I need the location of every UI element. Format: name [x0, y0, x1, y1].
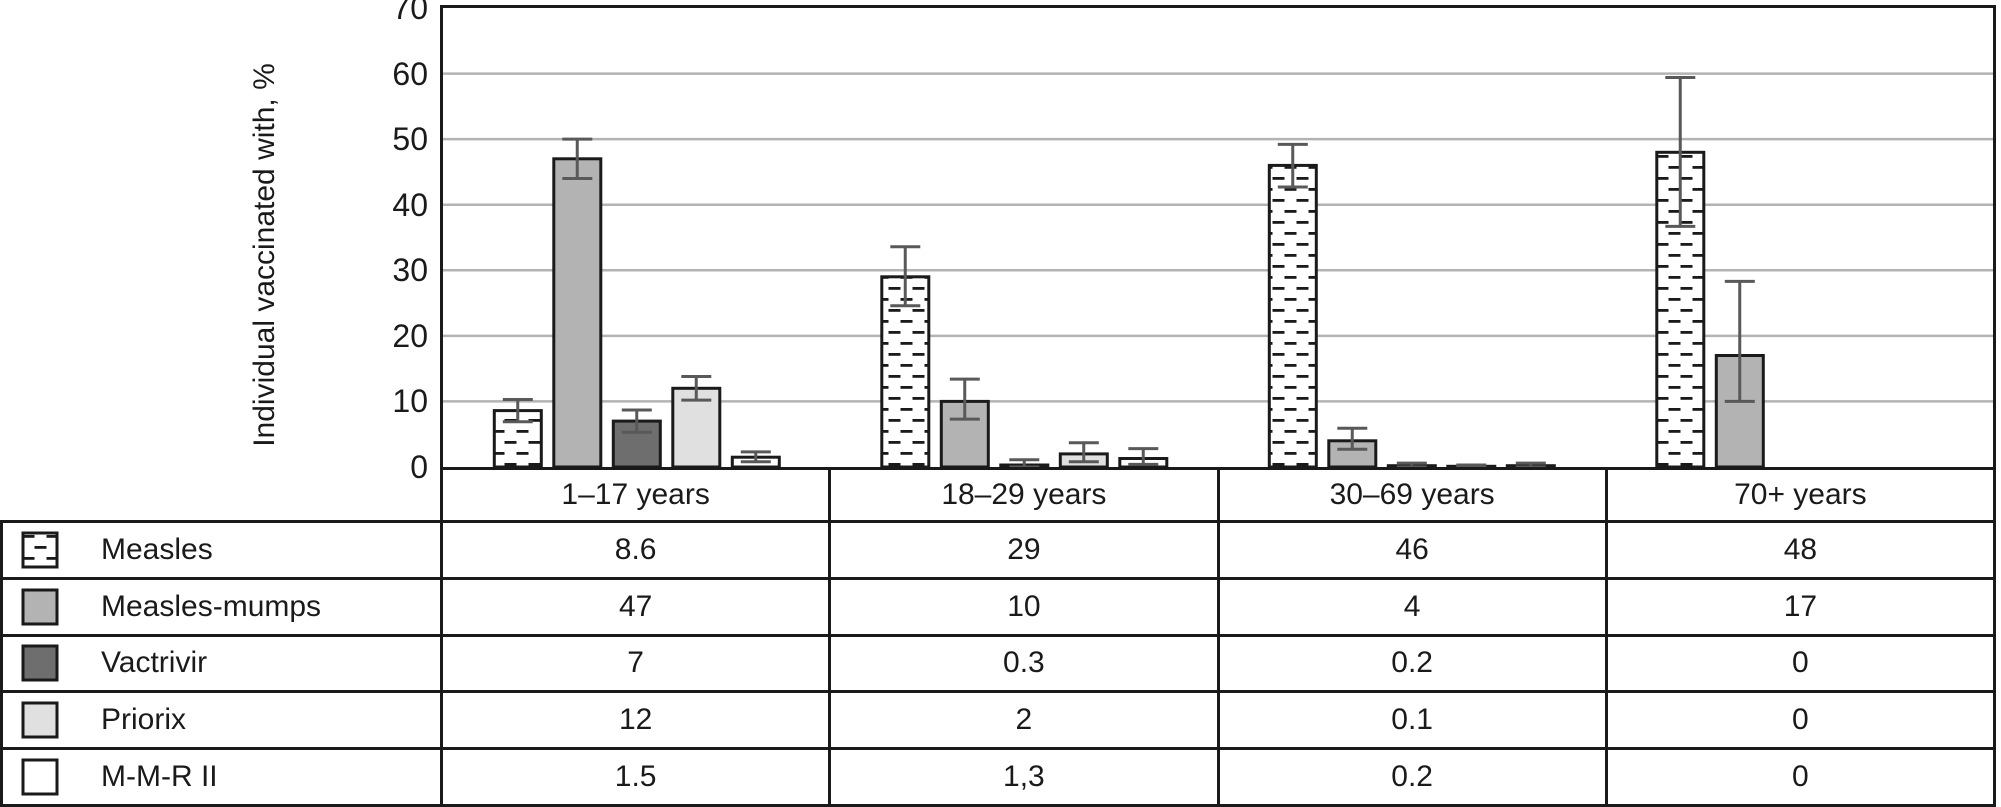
series-name: Measles-mumps — [101, 589, 322, 623]
y-axis-title: Individual vaccinated with, % — [248, 63, 281, 447]
series-name: Priorix — [101, 703, 187, 737]
value-cell: 29 — [828, 523, 1216, 577]
legend-value-table: Measles 8.6 29 46 48 Measles-mumps 47 10 4 17 Vact… — [0, 520, 1996, 807]
value-cell: 8.6 — [440, 523, 828, 577]
y-tick-label: 50 — [392, 121, 428, 158]
error-bar — [1009, 458, 1040, 467]
error-bar — [740, 450, 771, 464]
value-cell: 0 — [1604, 636, 1993, 691]
y-tick-label: 20 — [392, 317, 428, 354]
legend-cell: Priorix — [3, 693, 440, 747]
value-cell: 46 — [1216, 523, 1605, 577]
y-tick-label: 10 — [392, 383, 428, 420]
category-header-row: 1–17 years 18–29 years 30–69 years 70+ year… — [440, 467, 1996, 520]
value-cell: 12 — [440, 693, 828, 748]
legend-cell: Measles — [3, 523, 440, 577]
error-bar — [1068, 441, 1099, 464]
error-bar — [502, 398, 533, 424]
error-bar — [890, 245, 921, 308]
table-row: M-M-R II 1.5 1,3 0.2 0 — [3, 747, 1993, 804]
value-cell: 10 — [828, 579, 1216, 634]
y-tick-label: 60 — [392, 55, 428, 92]
category-cell: 18–29 years — [828, 470, 1216, 520]
legend-cell: Vactrivir — [3, 637, 440, 691]
value-cell: 47 — [440, 579, 828, 634]
value-cell: 2 — [828, 693, 1216, 748]
value-cell: 7 — [440, 636, 828, 691]
value-cell: 1,3 — [828, 750, 1216, 804]
bar — [552, 157, 603, 467]
bar — [1267, 163, 1318, 467]
bar-chart-svg — [443, 72, 1993, 467]
error-bar — [621, 408, 652, 434]
error-bar — [1128, 447, 1159, 466]
error-bar — [562, 137, 593, 180]
series-name: Measles — [101, 532, 213, 566]
value-cell: 48 — [1604, 523, 1993, 577]
legend-swatch — [21, 588, 59, 626]
legend-swatch — [21, 531, 59, 569]
error-bar — [681, 375, 712, 402]
y-tick-label: 70 — [392, 0, 428, 26]
y-tick-label: 0 — [410, 449, 428, 485]
value-cell: 17 — [1604, 579, 1993, 634]
error-bar — [1665, 76, 1696, 228]
value-cell: 1.5 — [440, 750, 828, 804]
error-bar — [1277, 142, 1308, 189]
category-cell: 1–17 years — [561, 478, 710, 511]
category-cell: 70+ years — [1604, 470, 1993, 520]
legend-cell: Measles-mumps — [3, 580, 440, 634]
table-row: Measles 8.6 29 46 48 — [3, 523, 1993, 577]
value-cell: 4 — [1216, 579, 1605, 634]
legend-swatch — [21, 758, 59, 796]
y-tick-label: 40 — [392, 186, 428, 223]
error-bar — [1456, 463, 1487, 467]
legend-swatch — [21, 701, 59, 739]
error-bar — [949, 377, 980, 421]
legend-swatch — [21, 644, 59, 682]
y-tick-label: 30 — [392, 252, 428, 289]
error-bar — [1396, 461, 1427, 467]
table-row: Measles-mumps 47 10 4 17 — [3, 576, 1993, 634]
table-row: Priorix 12 2 0.1 0 — [3, 690, 1993, 748]
value-cell: 0 — [1604, 693, 1993, 748]
value-cell: 0.3 — [828, 636, 1216, 691]
value-cell: 0 — [1604, 750, 1993, 804]
value-cell: 0.1 — [1216, 693, 1605, 748]
error-bar — [1724, 279, 1755, 403]
series-name: M-M-R II — [101, 760, 218, 794]
category-cell: 30–69 years — [1216, 470, 1605, 520]
table-row: Vactrivir 7 0.3 0.2 0 — [3, 633, 1993, 691]
series-name: Vactrivir — [101, 646, 208, 680]
error-bar — [1515, 461, 1546, 467]
legend-cell: M-M-R II — [3, 750, 440, 804]
value-cell: 0.2 — [1216, 750, 1605, 804]
error-bar — [1337, 426, 1368, 451]
value-cell: 0.2 — [1216, 636, 1605, 691]
plot-area — [440, 5, 1996, 467]
